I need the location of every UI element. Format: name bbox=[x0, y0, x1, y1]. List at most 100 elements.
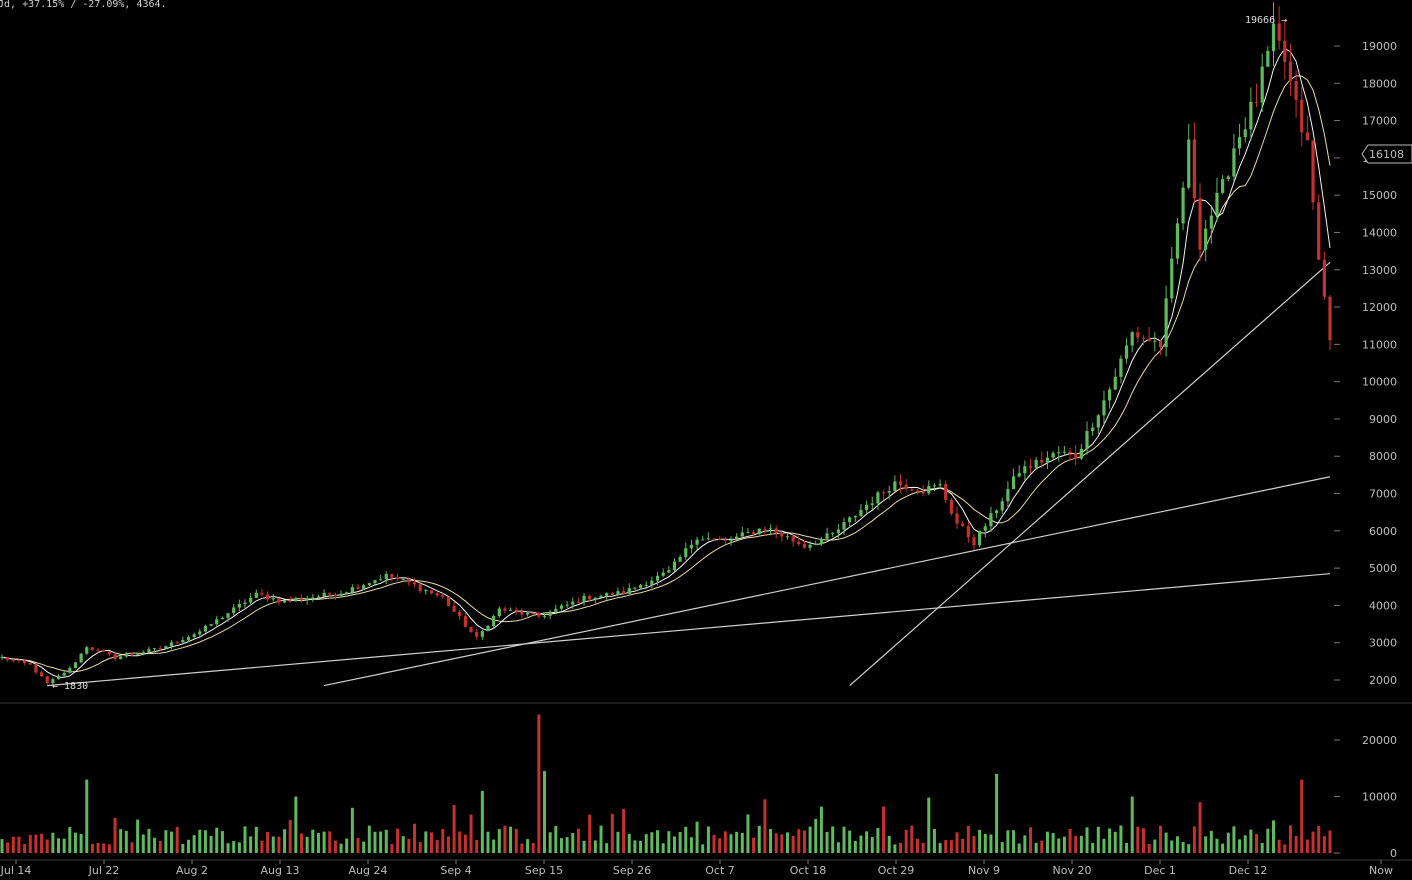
moving-average-slow bbox=[1, 75, 1331, 673]
volume-bar bbox=[283, 829, 287, 853]
candle-body bbox=[1108, 389, 1112, 401]
candle-body bbox=[944, 484, 948, 500]
candle-body bbox=[576, 601, 581, 603]
candle-body bbox=[277, 598, 281, 603]
candle-body bbox=[51, 679, 55, 684]
volume-bar bbox=[175, 827, 179, 853]
volume-bar bbox=[1243, 835, 1247, 853]
volume-bar bbox=[1108, 828, 1112, 853]
candle-body bbox=[1277, 23, 1281, 41]
volume-bar bbox=[582, 840, 586, 853]
candle-body bbox=[627, 588, 631, 594]
volume-bar bbox=[362, 841, 366, 853]
volume-bar bbox=[661, 843, 665, 853]
candle-body bbox=[62, 672, 66, 676]
volume-bar bbox=[1023, 835, 1027, 853]
volume-bar bbox=[418, 842, 422, 853]
candle-body bbox=[68, 668, 72, 673]
candle-body bbox=[373, 580, 377, 584]
volume-bar bbox=[1209, 830, 1213, 853]
candle-body bbox=[876, 492, 880, 504]
volume-bar bbox=[763, 799, 767, 853]
volume-bar bbox=[1215, 838, 1219, 853]
volume-bar bbox=[639, 840, 643, 853]
time-tick-label: Dec 1 bbox=[1144, 864, 1176, 877]
volume-bar bbox=[576, 828, 580, 853]
volume-bar bbox=[446, 836, 450, 853]
candle-body bbox=[1113, 376, 1117, 390]
candle-body bbox=[1288, 61, 1293, 82]
candle-body bbox=[328, 592, 332, 595]
candle-body bbox=[1322, 259, 1326, 297]
volume-bar bbox=[740, 832, 744, 853]
candle-body bbox=[994, 510, 999, 514]
candle-body bbox=[1158, 340, 1163, 348]
price-markers: 19666 → ← 1830 16108 bbox=[52, 15, 1412, 692]
candle-body bbox=[774, 528, 778, 533]
volume-bar bbox=[672, 836, 676, 853]
current-price-label: 16108 bbox=[1369, 148, 1404, 161]
candle-body bbox=[859, 509, 863, 517]
candle-body bbox=[650, 580, 654, 585]
volume-bar bbox=[526, 839, 530, 853]
candle-body bbox=[1204, 228, 1208, 250]
volume-bar bbox=[1322, 836, 1326, 853]
candle-body bbox=[955, 513, 959, 524]
volume-bar bbox=[1192, 826, 1196, 853]
volume-bar bbox=[559, 838, 563, 853]
candle-body bbox=[622, 591, 626, 594]
volume-bar bbox=[17, 836, 21, 853]
candle-body bbox=[1136, 332, 1140, 338]
volume-bar bbox=[1232, 826, 1236, 853]
volume-bar bbox=[1288, 825, 1292, 853]
price-axis: 2000 3000 4000 5000 6000 7000 8000 9000 10000 110… bbox=[1334, 40, 1397, 687]
price-tick-label: 6000 bbox=[1369, 525, 1397, 538]
volume-bar bbox=[1283, 844, 1287, 853]
volume-bar bbox=[209, 836, 213, 853]
price-tick-label: 14000 bbox=[1362, 226, 1397, 239]
volume-bar bbox=[198, 829, 202, 853]
volume-bar bbox=[718, 838, 722, 853]
candle-body bbox=[915, 490, 920, 492]
candle-body bbox=[814, 544, 818, 546]
volume-bar bbox=[904, 829, 908, 853]
volume-bar bbox=[995, 773, 999, 853]
volume-bar bbox=[588, 814, 592, 853]
volume-bar bbox=[684, 826, 688, 853]
candle-body bbox=[1006, 489, 1010, 502]
candle-body bbox=[350, 587, 354, 593]
volume-bar bbox=[28, 834, 32, 853]
volume-bar bbox=[819, 806, 823, 853]
candle-body bbox=[927, 486, 931, 494]
time-tick-label: Jul 22 bbox=[88, 864, 120, 877]
price-tick-label: 7000 bbox=[1369, 488, 1397, 501]
volume-bar bbox=[266, 831, 270, 853]
volume-bar bbox=[944, 840, 948, 853]
volume-bar bbox=[486, 831, 490, 853]
candle-body bbox=[718, 538, 722, 540]
candle-body bbox=[870, 503, 874, 505]
volume-bar bbox=[899, 842, 903, 853]
volume-bar bbox=[836, 842, 840, 853]
candle-body bbox=[475, 632, 479, 637]
candle-body bbox=[966, 526, 970, 538]
volume-bar bbox=[57, 838, 61, 853]
volume-bar bbox=[271, 836, 275, 853]
candle-body bbox=[237, 604, 241, 608]
volume-bar bbox=[514, 829, 518, 853]
volume-bar bbox=[966, 825, 970, 853]
volume-bar bbox=[915, 838, 919, 853]
volume-bar bbox=[989, 834, 993, 853]
volume-bar bbox=[441, 829, 445, 853]
candle-body bbox=[458, 611, 462, 616]
volume-bar bbox=[887, 835, 891, 853]
candle-body bbox=[1153, 340, 1157, 342]
candle-body bbox=[390, 573, 394, 578]
candle-body bbox=[124, 654, 128, 657]
candle-body bbox=[542, 615, 547, 617]
volume-bar bbox=[1260, 842, 1264, 853]
price-tick-label: 10000 bbox=[1362, 376, 1397, 389]
volume-bar bbox=[520, 843, 524, 853]
candle-body bbox=[842, 522, 846, 530]
